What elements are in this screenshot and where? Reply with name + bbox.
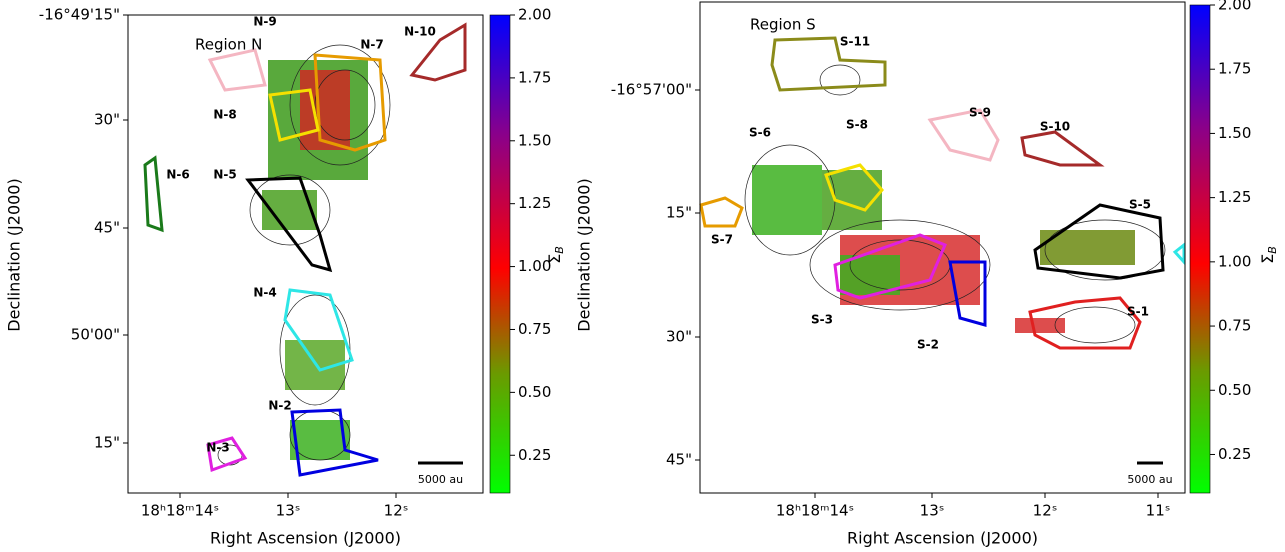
map-decor-s [699,36,1186,350]
region-label: Region N [195,36,262,54]
source-label: S-9 [969,106,991,120]
y-tick-label: 15" [666,204,692,222]
colorbar-tick-label: 0.25 [518,446,551,464]
colorbar-tick-label: 0.50 [518,383,551,401]
colorbar-tick-label: 0.50 [1218,381,1251,399]
colorbar-tick-label: 2.00 [1218,0,1251,14]
source-label: N-5 [213,168,236,182]
x-tick-label: 18ʰ18ᵐ14ˢ [776,502,854,520]
plot-frame [699,1,1186,494]
source-label: N-2 [268,399,291,413]
colorbar-symbol: Σ [545,254,564,264]
colorbar-tick-label: 1.75 [1218,60,1251,78]
colorbar-tick-label: 0.75 [518,320,551,338]
x-tick-label: 12ˢ [384,502,409,520]
source-label: S-8 [846,118,868,132]
colorbar-tick-label: 1.50 [1218,124,1251,142]
source-label: S-2 [917,338,939,352]
colorbar [489,14,511,494]
source-label: N-6 [166,168,189,182]
region-label: Region S [750,16,816,34]
scale-bar-label: 5000 au [1127,473,1172,486]
y-tick-label: 45" [666,451,692,469]
colorbar-subscript: B [553,246,566,254]
colorbar-tick-label: 0.75 [1218,317,1251,335]
source-label: N-7 [360,38,383,52]
colorbar-subscript: B [1266,246,1279,254]
x-tick-label: 13ˢ [920,502,945,520]
colorbar [1189,4,1211,494]
y-tick-label: 45" [94,219,120,237]
y-tick-label: 30" [666,328,692,346]
x-tick-label: 11ˢ [1146,502,1171,520]
plot-frame [127,14,484,494]
y-tick-label: -16°49'15" [39,6,120,24]
source-label: S-5 [1129,198,1151,212]
colorbar-tick-label: 1.50 [518,131,551,149]
source-label: N-9 [253,15,276,29]
colorbar-tick-label: 1.00 [518,257,551,275]
source-label: N-8 [213,108,236,122]
colorbar-label: ΣB [1258,246,1280,264]
source-label: N-4 [253,286,276,300]
y-tick-label: 30" [94,111,120,129]
colorbar-tick-label: 0.25 [1218,445,1251,463]
y-axis-label: Declination (J2000) [575,178,594,331]
map-decor-n [143,22,467,477]
source-label: N-10 [404,25,436,39]
x-axis-label: Right Ascension (J2000) [210,529,401,548]
source-label: N-3 [206,441,229,455]
x-tick-label: 12ˢ [1033,502,1058,520]
y-tick-label: 50'00" [71,326,120,344]
source-label: S-7 [711,233,733,247]
source-label: S-10 [1040,120,1070,134]
colorbar-tick-label: 1.25 [518,194,551,212]
source-label: S-1 [1127,305,1149,319]
source-label: S-11 [840,35,870,49]
y-axis-label: Declination (J2000) [5,178,24,331]
colorbar-label: ΣB [545,246,567,264]
colorbar-tick-label: 1.25 [1218,188,1251,206]
x-tick-label: 13ˢ [276,502,301,520]
colorbar-symbol: Σ [1258,254,1277,264]
scale-bar-label: 5000 au [418,473,463,486]
x-tick-label: 18ʰ18ᵐ14ˢ [141,502,219,520]
colorbar-tick-label: 1.00 [1218,252,1251,270]
source-label: S-6 [749,126,771,140]
colorbar-tick-label: 2.00 [518,6,551,24]
x-axis-label: Right Ascension (J2000) [847,529,1038,548]
y-tick-label: -16°57'00" [611,81,692,99]
y-tick-label: 15" [94,434,120,452]
colorbar-tick-label: 1.75 [518,68,551,86]
source-label: S-3 [811,313,833,327]
